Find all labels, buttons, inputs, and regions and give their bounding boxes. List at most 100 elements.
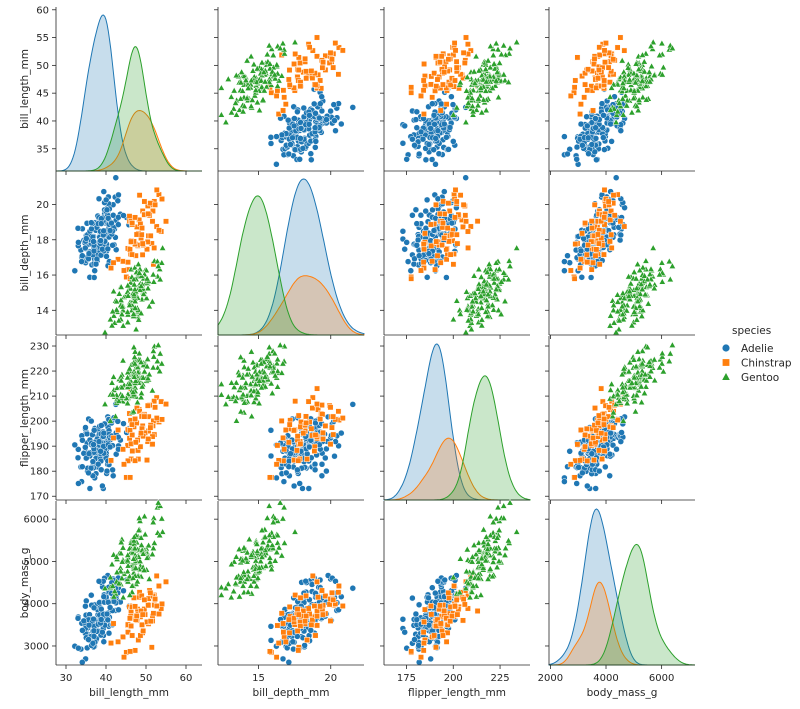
point-adelie [302,577,309,585]
point-adelie [79,659,86,666]
point-chinstrap [140,627,147,634]
point-adelie [617,127,625,134]
point-adelie [74,454,82,462]
point-adelie [417,211,425,219]
point-adelie [409,135,416,143]
point-chinstrap [460,223,466,230]
point-gentoo [497,310,505,317]
point-gentoo [232,552,240,560]
point-chinstrap [605,64,612,71]
point-gentoo [144,284,152,292]
point-chinstrap [436,59,443,66]
point-gentoo [230,587,238,595]
x-axis-label-bill_length_mm: bill_length_mm [89,687,169,699]
point-adelie [413,124,421,131]
point-gentoo [253,64,261,72]
point-gentoo [273,60,281,68]
point-adelie [612,174,620,181]
point-gentoo [471,294,480,301]
point-gentoo [497,277,506,285]
point-chinstrap [596,447,602,454]
point-adelie [349,104,357,111]
point-adelie [331,452,338,460]
point-chinstrap [319,64,326,71]
point-chinstrap [275,111,282,118]
point-adelie [410,260,418,268]
point-adelie [438,100,445,108]
point-chinstrap [129,448,136,454]
point-chinstrap [451,583,458,589]
point-gentoo [148,550,157,557]
point-gentoo [468,94,476,101]
point-gentoo [130,343,138,350]
point-adelie [297,135,304,142]
point-gentoo [248,96,256,103]
point-chinstrap [305,398,312,405]
point-adelie [411,255,418,263]
point-chinstrap [420,87,427,94]
point-gentoo [453,103,461,111]
point-gentoo [117,296,125,303]
point-adelie [412,116,420,123]
point-adelie [79,463,86,470]
point-gentoo [119,321,127,329]
point-gentoo [631,407,640,415]
point-gentoo [217,390,226,398]
point-adelie [404,258,412,265]
point-adelie [79,252,86,259]
point-gentoo [635,96,643,103]
point-adelie [109,472,117,480]
point-gentoo [633,315,641,323]
x-axis-label-bill_depth_mm: bill_depth_mm [253,687,330,699]
point-adelie [449,101,457,108]
point-gentoo [655,51,664,58]
point-adelie [71,441,79,449]
point-gentoo [462,118,470,125]
point-adelie [285,463,293,470]
point-chinstrap [121,654,127,661]
point-gentoo [627,279,635,287]
point-gentoo [485,260,493,267]
point-chinstrap [314,385,321,392]
point-chinstrap [303,419,310,426]
point-gentoo [108,378,116,386]
point-chinstrap [451,603,458,610]
point-gentoo [610,318,618,326]
point-adelie [267,452,275,460]
point-adelie [109,466,116,474]
point-adelie [79,627,86,634]
y-tick-label: 170 [30,492,49,503]
point-chinstrap [454,611,461,618]
point-gentoo [616,102,625,109]
point-chinstrap [311,603,318,609]
point-gentoo [482,65,490,72]
point-adelie [415,150,423,158]
point-adelie [422,207,429,215]
point-chinstrap [420,629,427,636]
point-chinstrap [282,638,289,645]
point-gentoo [227,378,236,386]
point-adelie [577,120,585,128]
point-gentoo [630,87,638,94]
point-gentoo [243,56,251,64]
point-adelie [427,125,434,132]
point-gentoo [463,102,471,109]
point-chinstrap [408,275,415,282]
point-chinstrap [108,640,114,647]
point-chinstrap [610,192,617,199]
point-gentoo [247,76,256,84]
point-chinstrap [614,417,621,423]
point-chinstrap [453,58,460,65]
point-chinstrap [418,92,424,99]
point-adelie [399,228,407,235]
point-adelie [593,156,600,164]
point-chinstrap [314,401,320,408]
point-chinstrap [438,53,445,60]
point-chinstrap [436,602,443,609]
point-gentoo [258,82,266,90]
point-chinstrap [420,241,427,248]
point-gentoo [217,380,226,387]
point-gentoo [456,554,465,562]
point-adelie [573,156,580,163]
